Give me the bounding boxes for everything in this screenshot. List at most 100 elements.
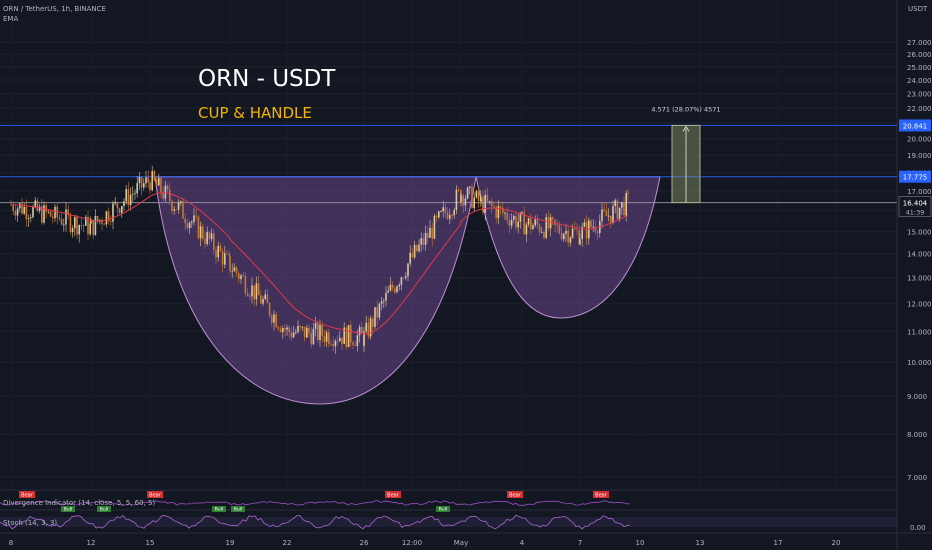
candle-body [312,328,315,345]
candle-body [549,217,552,229]
candle-body [603,209,605,211]
candle-body [387,290,389,293]
candle-body [195,215,197,217]
candle-body [43,205,45,223]
bull-signal [212,506,226,512]
candle-body [12,204,14,212]
ema-line [10,192,629,335]
bear-signal [593,491,609,498]
candle-body [385,292,387,301]
current-price-tag: 16.404 [903,200,928,208]
candle-body [253,285,255,300]
candle-body [282,327,284,333]
candle-body [260,295,262,304]
candle-body [517,221,519,228]
bear-signal [147,491,163,498]
divergence-indicator-label[interactable]: Divergence Indicator (14, close, 5, 5, 6… [3,499,156,507]
candle-body [552,217,554,220]
y-tick-label: 19.000 [907,152,932,160]
candle-body [257,283,260,296]
x-tick-label: 12 [87,539,96,547]
candle-body [449,215,451,219]
candle-body [262,298,264,304]
candle-body [206,232,208,244]
candle-body [323,335,326,342]
candle-body [107,211,110,222]
candle-body [197,216,200,239]
candle-body [328,332,330,344]
target-price-tag: 20.841 [903,122,928,130]
ema-legend[interactable]: EMA [3,15,19,23]
candle-body [532,225,534,230]
candle-body [567,230,569,243]
candle-body [166,185,169,190]
bull-signal [97,506,111,512]
candle-body [317,323,319,340]
candle-body [372,318,374,327]
candle-body [292,332,295,338]
candle-body [413,244,416,258]
stoch-indicator-label[interactable]: Stoch (14, 3, 3) [3,519,58,527]
candle-body [325,332,328,342]
candle-body [147,177,149,183]
bull-signal-label: Bull [215,507,223,513]
candle-body [482,196,484,213]
candle-body [19,203,21,209]
candle-body [121,206,123,213]
measure-label: 4.571 (28.07%) 4571 [651,105,720,113]
candle-body [431,227,433,239]
candle-body [69,215,72,233]
candle-body [89,223,91,235]
candle-body [224,253,226,265]
bear-signal-label: Bear [21,493,34,499]
candle-body [125,189,127,202]
candle-body [504,212,506,214]
candle-body [301,326,304,328]
candle-body [60,219,63,225]
candle-body [251,285,253,297]
candle-body [464,198,467,206]
candle-body [358,326,361,336]
candle-body [264,294,266,299]
candle-body [352,342,354,346]
candle-body [416,244,418,252]
candle-body [23,206,25,214]
candle-body [560,233,563,240]
candle-body [407,263,409,277]
candle-body [506,212,508,221]
candle-body [515,215,517,228]
candle-body [519,212,522,222]
candle-body [402,277,405,279]
candle-body [56,206,58,218]
candle-body [105,211,108,225]
candle-body [151,171,153,191]
candle-body [30,217,32,219]
candle-body [14,211,17,216]
candle-body [271,315,273,323]
x-tick-label: 20 [832,539,841,547]
candle-body [199,226,202,239]
candle-body [169,189,171,201]
candle-body [273,314,275,323]
candle-body [240,275,242,280]
symbol-header: ORN / TetherUS, 1h, BINANCE [3,5,106,13]
candle-body [363,331,365,346]
x-tick-label: 13 [696,539,705,547]
candle-body [330,343,332,345]
y-tick-label: 12.000 [907,300,932,308]
bear-signal-label: Bear [595,493,608,499]
candle-body [422,238,425,245]
candle-body [486,194,489,202]
candle-body [525,224,528,235]
candle-body [277,327,280,329]
candle-body [523,212,525,235]
handle-shape [475,176,661,319]
candle-body [266,294,269,304]
candle-body [579,239,581,245]
bull-signal [436,506,450,512]
candle-body [499,206,502,208]
candle-body [204,238,206,244]
candle-body [299,325,301,328]
candle-body [497,206,500,219]
